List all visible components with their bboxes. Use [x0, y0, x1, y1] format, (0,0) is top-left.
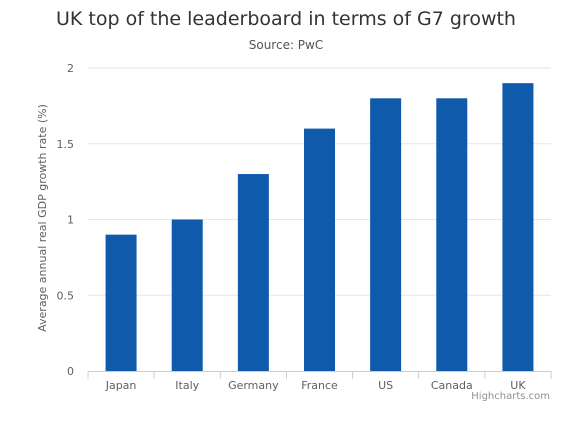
bars [105, 83, 534, 372]
y-tick-label: 2 [67, 62, 74, 75]
credits-link[interactable]: Highcharts.com [471, 391, 550, 402]
y-axis-label: Average annual real GDP growth rate (%) [36, 104, 49, 332]
bar-uk[interactable] [502, 83, 534, 372]
bar-france[interactable] [304, 128, 335, 371]
x-tick-label: Italy [175, 379, 199, 392]
x-tick-label: France [301, 379, 338, 392]
chart-subtitle: Source: PwC [248, 38, 324, 52]
y-axis-ticks: 0 0.5 1 1.5 2 [57, 62, 75, 378]
x-tick-label: Germany [228, 379, 279, 392]
x-tick-label: Canada [431, 379, 473, 392]
y-tick-label: 1.5 [57, 138, 75, 151]
bar-japan[interactable] [105, 234, 137, 371]
y-tick-label: 0 [67, 365, 74, 378]
bar-italy[interactable] [171, 219, 203, 372]
bar-canada[interactable] [436, 98, 468, 372]
y-tick-label: 0.5 [57, 289, 75, 302]
x-axis [87, 371, 552, 379]
x-tick-label: UK [510, 379, 526, 392]
chart-title: UK top of the leaderboard in terms of G7… [56, 8, 516, 30]
x-axis-ticks: Japan Italy Germany France US Canada UK [105, 379, 527, 392]
x-tick-label: Japan [105, 379, 137, 392]
y-tick-label: 1 [67, 214, 74, 227]
bar-germany[interactable] [237, 174, 269, 371]
bar-us[interactable] [370, 98, 402, 372]
x-tick-label: US [378, 379, 393, 392]
